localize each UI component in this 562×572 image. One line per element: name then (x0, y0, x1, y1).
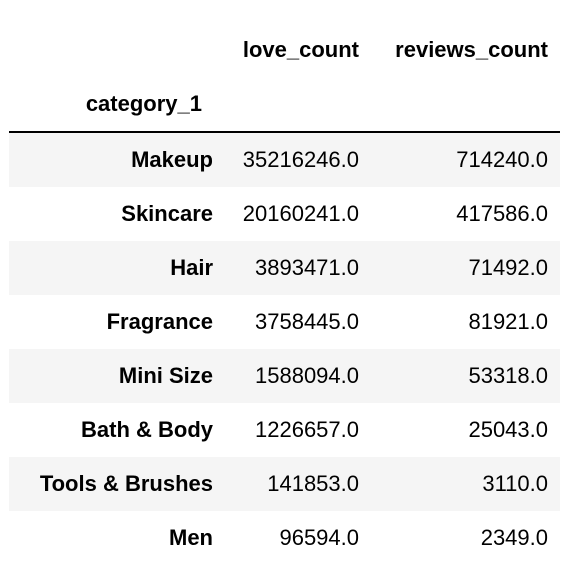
header-blank (9, 23, 214, 77)
index-name-blank-1 (214, 77, 371, 132)
row-label: Skincare (121, 201, 213, 226)
table-row: Bath & Body 1226657.0 25043.0 (9, 403, 560, 457)
column-header-reviews-count: reviews_count (395, 37, 548, 62)
table-row: Tools & Brushes 141853.0 3110.0 (9, 457, 560, 511)
cell-love-count: 3893471.0 (255, 255, 359, 280)
cell-reviews-count: 71492.0 (468, 255, 548, 280)
column-header-love-count: love_count (242, 37, 359, 62)
cell-love-count: 1588094.0 (255, 363, 359, 388)
row-label: Men (169, 525, 213, 550)
index-name-header: category_1 (85, 91, 202, 116)
cell-love-count: 20160241.0 (242, 201, 359, 226)
index-name-blank-2 (371, 77, 560, 132)
table-row: Hair 3893471.0 71492.0 (9, 241, 560, 295)
cell-reviews-count: 2349.0 (480, 525, 548, 550)
cell-reviews-count: 3110.0 (482, 471, 548, 496)
cell-love-count: 141853.0 (267, 471, 359, 496)
row-label: Mini Size (118, 363, 213, 388)
table-row: Skincare 20160241.0 417586.0 (9, 187, 560, 241)
table-header: love_count reviews_count category_1 (9, 23, 560, 132)
cell-love-count: 35216246.0 (242, 147, 359, 172)
table-body: Makeup 35216246.0 714240.0 Skincare 20160241… (9, 132, 560, 565)
table-row: Fragrance 3758445.0 81921.0 (9, 295, 560, 349)
table-row: Makeup 35216246.0 714240.0 (9, 132, 560, 187)
dataframe-table: love_count reviews_count category_1 Make… (9, 23, 560, 565)
cell-love-count: 96594.0 (279, 525, 359, 550)
table-row: Mini Size 1588094.0 53318.0 (9, 349, 560, 403)
row-label: Tools & Brushes (39, 471, 213, 496)
row-label: Fragrance (106, 309, 213, 334)
cell-reviews-count: 81921.0 (468, 309, 548, 334)
row-label: Makeup (131, 147, 213, 172)
cell-reviews-count: 417586.0 (456, 201, 548, 226)
row-label: Bath & Body (81, 417, 213, 442)
cell-love-count: 1226657.0 (255, 417, 359, 442)
cell-reviews-count: 25043.0 (468, 417, 548, 442)
cell-reviews-count: 714240.0 (456, 147, 548, 172)
row-label: Hair (170, 255, 213, 280)
column-header-row: love_count reviews_count (9, 23, 560, 77)
cell-reviews-count: 53318.0 (468, 363, 548, 388)
index-name-row: category_1 (9, 77, 560, 132)
cell-love-count: 3758445.0 (255, 309, 359, 334)
table-row: Men 96594.0 2349.0 (9, 511, 560, 565)
